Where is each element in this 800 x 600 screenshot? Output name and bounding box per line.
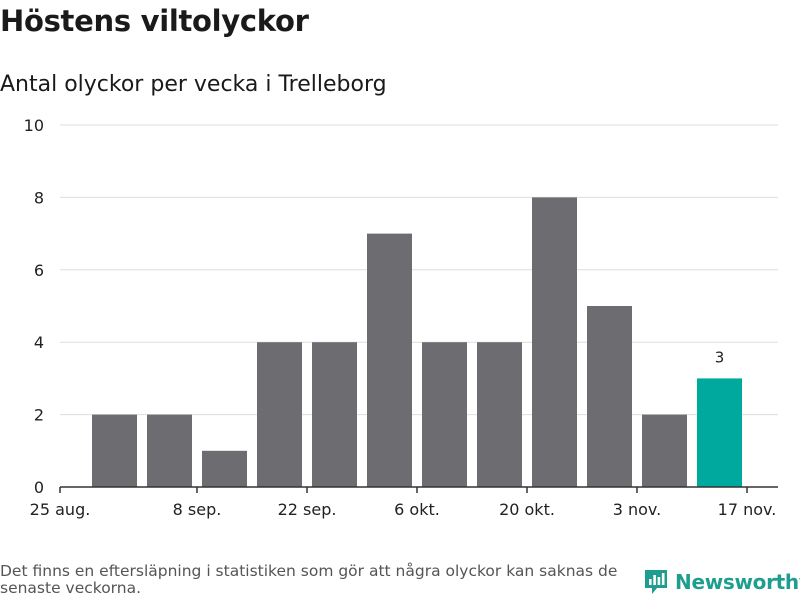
bar[interactable] — [92, 414, 137, 487]
brand-name: Newsworthy — [675, 570, 800, 594]
bars — [92, 197, 742, 487]
newsworthy-brand[interactable]: Newsworthy — [643, 568, 800, 596]
bar[interactable] — [202, 450, 247, 487]
chart-subtitle: Antal olyckor per vecka i Trelleborg — [0, 72, 387, 97]
bar[interactable] — [312, 342, 357, 487]
bar-highlight[interactable] — [697, 378, 742, 487]
x-tick-label: 8 sep. — [173, 500, 222, 519]
bar[interactable] — [367, 233, 412, 487]
bar[interactable] — [422, 342, 467, 487]
x-tick-label: 25 aug. — [30, 500, 91, 519]
bar[interactable] — [642, 414, 687, 487]
x-tick-label: 20 okt. — [499, 500, 555, 519]
bar[interactable] — [257, 342, 302, 487]
x-tick-label: 6 okt. — [394, 500, 440, 519]
y-tick-label: 4 — [34, 333, 44, 352]
bar-chart: 0 2 4 6 8 10 3 25 aug. 8 sep. 22 sep. 6 okt. 20 okt… — [24, 116, 778, 519]
labels: 0 2 4 6 8 10 3 25 aug. 8 sep. 22 sep. 6 okt. 20 okt… — [24, 116, 777, 519]
bar[interactable] — [147, 414, 192, 487]
chart-title: Höstens viltolyckor — [0, 4, 309, 38]
y-tick-label: 10 — [24, 116, 44, 135]
y-tick-label: 8 — [34, 188, 44, 207]
grid-lines — [60, 124, 778, 416]
bar[interactable] — [587, 306, 632, 487]
newsworthy-logo-icon — [645, 570, 667, 594]
y-tick-label: 0 — [34, 478, 44, 497]
bar[interactable] — [532, 197, 577, 487]
x-tick-label: 3 nov. — [613, 500, 662, 519]
x-tick-label: 17 nov. — [718, 500, 777, 519]
x-tick-label: 22 sep. — [278, 500, 337, 519]
bar[interactable] — [477, 342, 522, 487]
data-label: 3 — [715, 348, 725, 366]
footnote: Det finns en eftersläpning i statistiken… — [0, 562, 618, 597]
y-tick-label: 6 — [34, 261, 44, 280]
y-tick-label: 2 — [34, 406, 44, 425]
x-axis — [59, 486, 778, 493]
